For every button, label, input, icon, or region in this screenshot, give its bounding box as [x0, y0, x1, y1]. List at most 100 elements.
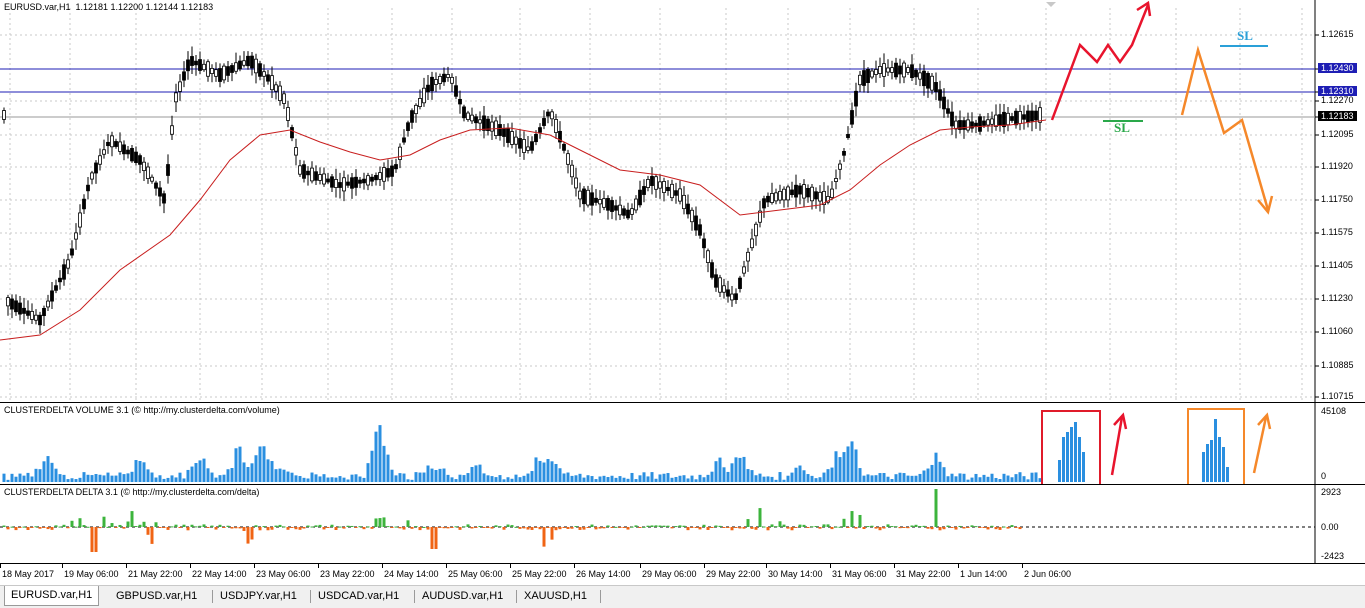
- volume-bar: [82, 472, 86, 482]
- volume-bar: [270, 461, 274, 482]
- volume-bar: [686, 478, 690, 482]
- delta-indicator-pane[interactable]: CLUSTERDELTA DELTA 3.1 (© http://my.clus…: [0, 485, 1365, 563]
- candle-body: [402, 137, 406, 143]
- volume-bar: [18, 473, 22, 482]
- volume-bar: [598, 476, 602, 482]
- volume-bar: [822, 472, 826, 482]
- volume-indicator-pane[interactable]: CLUSTERDELTA VOLUME 3.1 (© http://my.clu…: [0, 403, 1365, 485]
- volume-bar: [286, 471, 290, 482]
- volume-bar: [934, 452, 938, 482]
- time-tick: [62, 564, 63, 568]
- volume-bar: [630, 472, 634, 482]
- delta-bar: [86, 526, 90, 528]
- price-chart-pane[interactable]: EURUSD.var,H1 1.12181 1.12200 1.12144 1.…: [0, 0, 1365, 403]
- delta-bar: [442, 527, 446, 529]
- tab-eurusd[interactable]: EURUSD.var,H1: [4, 586, 100, 606]
- delta-bar: [634, 525, 638, 527]
- delta-bar: [398, 527, 402, 529]
- delta-bar: [314, 525, 318, 527]
- volume-bar: [554, 463, 558, 482]
- candle-body: [746, 251, 750, 262]
- volume-bar: [814, 478, 818, 482]
- delta-bar: [34, 526, 38, 528]
- price-chart-canvas[interactable]: [0, 0, 1365, 402]
- candle-body: [314, 171, 318, 181]
- volume-bar: [10, 473, 14, 482]
- volume-bar: [1002, 473, 1006, 482]
- volume-bar: [618, 476, 622, 482]
- volume-bar: [782, 479, 786, 482]
- volume-bar: [1210, 440, 1213, 482]
- time-tick-label: 25 May 22:00: [512, 569, 567, 579]
- volume-bar: [182, 478, 186, 482]
- candle-body: [978, 116, 982, 132]
- candle-body: [490, 121, 494, 132]
- volume-bar: [970, 477, 974, 482]
- delta-bar: [274, 525, 278, 527]
- candle-body: [990, 118, 994, 125]
- volume-bar: [414, 472, 418, 482]
- candle-body: [102, 149, 106, 155]
- delta-bar: [830, 527, 834, 530]
- candle-body: [630, 208, 634, 215]
- delta-bar: [478, 525, 482, 527]
- candle-body: [270, 75, 274, 91]
- delta-bar: [562, 527, 566, 528]
- volume-bar: [1226, 467, 1229, 482]
- volume-bar: [794, 467, 798, 482]
- delta-bar: [578, 527, 582, 530]
- volume-bar: [122, 474, 126, 482]
- tab-gbpusd[interactable]: GBPUSD.var,H1: [116, 590, 198, 602]
- delta-bar: [210, 525, 214, 527]
- delta-canvas[interactable]: [0, 485, 1365, 563]
- candle-body: [706, 250, 710, 263]
- delta-bar: [458, 527, 462, 530]
- delta-bar: [534, 527, 538, 528]
- candle-body: [358, 179, 362, 184]
- volume-bar: [518, 477, 522, 482]
- delta-bar: [278, 524, 282, 527]
- tab-xauusd[interactable]: XAUUSD,H1: [524, 590, 587, 602]
- tab-usdjpy[interactable]: USDJPY.var,H1: [220, 590, 297, 602]
- delta-bar: [322, 527, 326, 530]
- volume-bar: [1018, 472, 1022, 482]
- candle-body: [850, 110, 854, 125]
- volume-bar: [1022, 476, 1026, 482]
- tab-audusd[interactable]: AUDUSD.var,H1: [422, 590, 504, 602]
- tab-separator: [212, 590, 213, 603]
- volume-bar: [810, 475, 814, 482]
- candle-body: [754, 223, 758, 237]
- delta-bar: [70, 520, 74, 527]
- volume-canvas[interactable]: [0, 403, 1365, 484]
- delta-bar: [270, 527, 274, 530]
- time-tick: [446, 564, 447, 568]
- candle-body: [818, 191, 822, 202]
- candle-body: [690, 209, 694, 223]
- volume-bar: [950, 473, 954, 482]
- candle-body: [438, 76, 442, 84]
- volume-bar: [70, 478, 74, 482]
- volume-bar: [766, 476, 770, 482]
- volume-bar: [366, 463, 370, 482]
- candle-body: [206, 61, 210, 77]
- time-tick: [126, 564, 127, 568]
- volume-bar: [278, 468, 282, 482]
- volume-bar: [230, 468, 234, 482]
- candle-body: [962, 120, 966, 130]
- volume-bar: [678, 475, 682, 482]
- tab-usdcad[interactable]: USDCAD.var,H1: [318, 590, 400, 602]
- volume-bar: [218, 475, 222, 482]
- candle-body: [262, 71, 266, 77]
- candle-body: [86, 184, 90, 192]
- volume-bar: [146, 469, 150, 482]
- candle-body: [6, 297, 10, 307]
- delta-bar: [842, 518, 846, 527]
- volume-bar: [778, 472, 782, 482]
- delta-bar: [670, 527, 674, 529]
- volume-bar: [426, 465, 430, 482]
- candle-body: [78, 212, 82, 228]
- delta-bar: [522, 527, 526, 529]
- volume-bar: [242, 462, 246, 482]
- volume-bar: [1058, 460, 1061, 482]
- candle-body: [958, 120, 962, 130]
